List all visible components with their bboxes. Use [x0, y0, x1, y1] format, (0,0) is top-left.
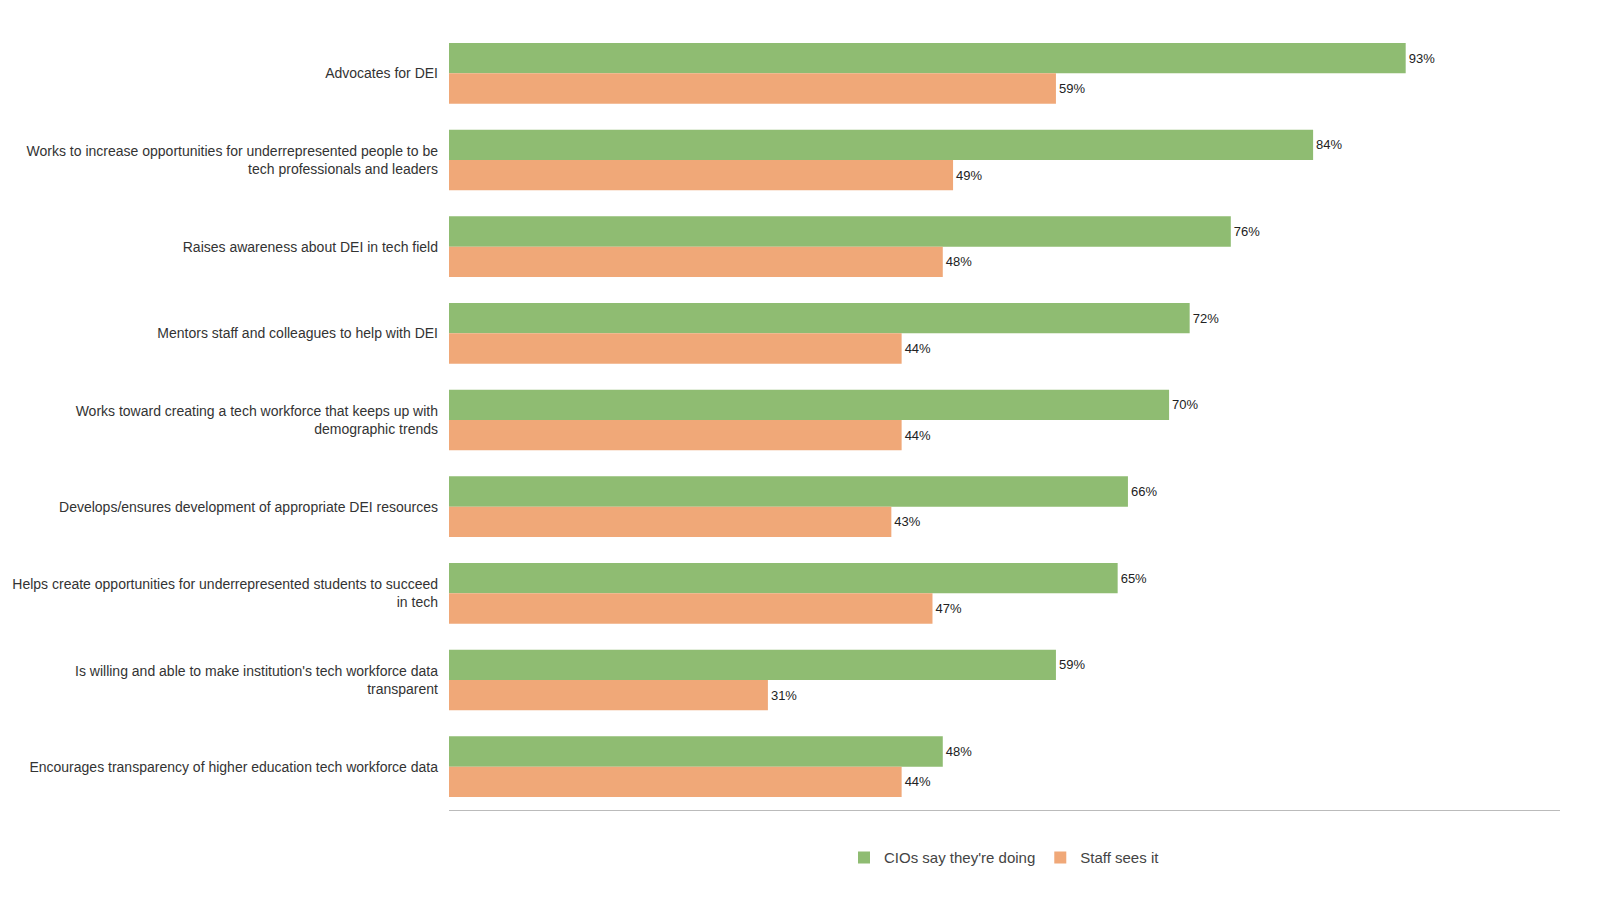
svg-text:Advocates for DEI: Advocates for DEI: [325, 65, 438, 81]
svg-text:66%: 66%: [1131, 484, 1157, 499]
svg-text:Works to increase opportunitie: Works to increase opportunities for unde…: [27, 143, 439, 177]
svg-text:31%: 31%: [771, 688, 797, 703]
svg-text:Staff sees it: Staff sees it: [1080, 849, 1159, 866]
svg-text:48%: 48%: [946, 744, 972, 759]
svg-text:Raises awareness about DEI in: Raises awareness about DEI in tech field: [183, 239, 438, 255]
svg-text:44%: 44%: [905, 341, 931, 356]
svg-text:44%: 44%: [905, 774, 931, 789]
svg-text:59%: 59%: [1059, 657, 1085, 672]
svg-text:93%: 93%: [1409, 51, 1435, 66]
svg-text:65%: 65%: [1121, 571, 1147, 586]
svg-text:76%: 76%: [1234, 224, 1260, 239]
svg-text:44%: 44%: [905, 428, 931, 443]
svg-text:84%: 84%: [1316, 137, 1342, 152]
svg-text:49%: 49%: [956, 168, 982, 183]
svg-text:72%: 72%: [1193, 311, 1219, 326]
svg-text:48%: 48%: [946, 254, 972, 269]
svg-text:43%: 43%: [894, 514, 920, 529]
svg-text:Mentors staff and colleagues t: Mentors staff and colleagues to help wit…: [157, 325, 438, 341]
svg-text:59%: 59%: [1059, 81, 1085, 96]
svg-text:Helps create opportunities for: Helps create opportunities for underrepr…: [12, 576, 438, 610]
svg-text:Works toward creating a tech w: Works toward creating a tech workforce t…: [76, 403, 438, 437]
svg-text:47%: 47%: [935, 601, 961, 616]
svg-text:Encourages transparency of hig: Encourages transparency of higher educat…: [29, 759, 438, 775]
svg-text:CIOs say they're doing: CIOs say they're doing: [884, 849, 1035, 866]
svg-text:Develops/ensures development o: Develops/ensures development of appropri…: [59, 499, 438, 515]
svg-text:Is willing and able to make in: Is willing and able to make institution'…: [75, 663, 438, 697]
svg-text:70%: 70%: [1172, 397, 1198, 412]
